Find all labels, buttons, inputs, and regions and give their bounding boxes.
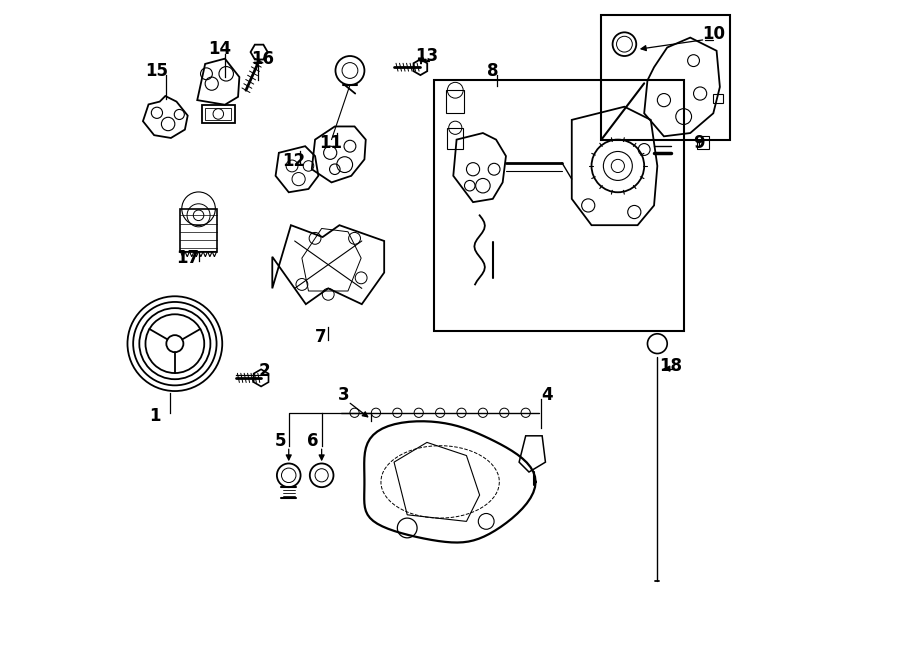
Bar [714,94,723,103]
Text: 5: 5 [274,432,286,450]
Text: 17: 17 [176,249,200,267]
Text: 9: 9 [693,134,705,152]
Bar [205,108,231,120]
Bar [202,104,235,123]
Bar [434,81,684,330]
Bar [697,136,708,149]
Text: 10: 10 [702,25,724,44]
Bar [447,128,464,149]
Text: 2: 2 [258,362,270,379]
Text: 8: 8 [487,61,499,79]
Text: 6: 6 [307,432,319,450]
Text: 16: 16 [251,50,274,68]
Text: 12: 12 [282,152,305,171]
Text: 14: 14 [208,40,231,58]
Text: 18: 18 [660,357,683,375]
Text: 11: 11 [319,134,342,152]
Text: 4: 4 [542,386,554,404]
Text: 7: 7 [315,328,327,346]
Bar [181,209,217,252]
Text: 15: 15 [146,61,168,79]
Bar [446,91,464,113]
Text: 13: 13 [415,47,438,65]
Text: 3: 3 [338,386,349,404]
Text: 1: 1 [149,407,161,425]
Bar [601,15,730,139]
